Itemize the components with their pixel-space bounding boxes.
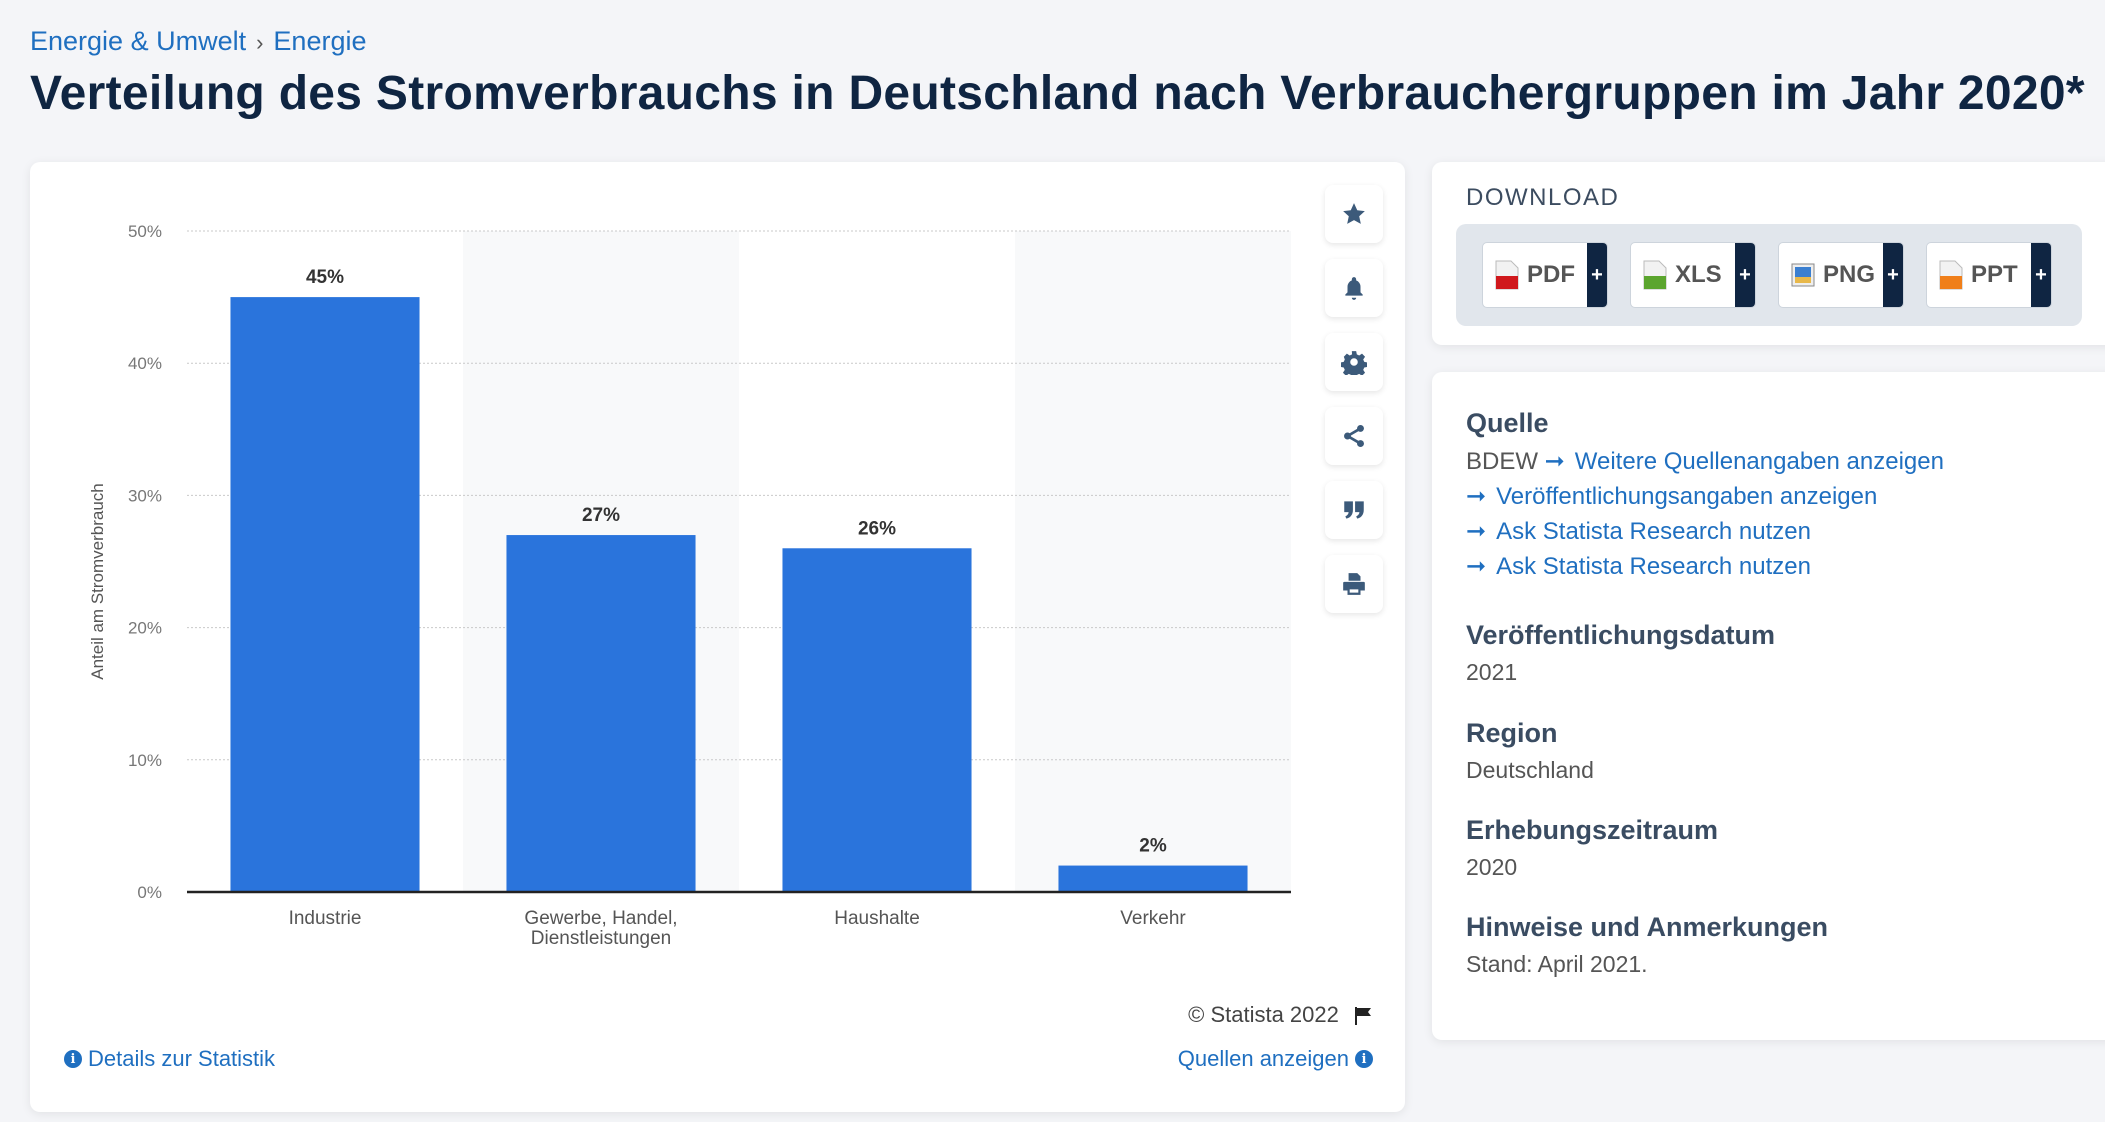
x-tick-label: Dienstleistungen	[531, 928, 671, 949]
settings-button[interactable]	[1325, 333, 1383, 391]
ppt-file-icon	[1939, 260, 1963, 290]
breadcrumb-item-energie-umwelt[interactable]: Energie & Umwelt	[30, 26, 247, 56]
arrow-right-icon: ➞	[1466, 518, 1487, 545]
arrow-right-icon: ➞	[1466, 553, 1487, 580]
copyright: © Statista 2022	[1188, 1002, 1373, 1028]
bell-icon	[1345, 277, 1363, 300]
survey-period-heading: Erhebungszeitraum	[1466, 815, 1719, 845]
flag-icon[interactable]	[1353, 1006, 1373, 1026]
png-file-icon	[1791, 263, 1815, 287]
info-icon: i	[1355, 1050, 1373, 1068]
notes-value: Stand: April 2021.	[1466, 951, 1648, 977]
y-tick-label: 10%	[128, 751, 162, 770]
source-name: BDEW	[1466, 448, 1538, 475]
arrow-right-icon: ➞	[1466, 483, 1487, 510]
region-value: Deutschland	[1466, 757, 1594, 783]
publication-date-section: Veröffentlichungsdatum 2021	[1466, 620, 1775, 686]
cite-button[interactable]	[1325, 481, 1383, 539]
download-card: DOWNLOAD PDF + XLS + PNG + PPT +	[1432, 162, 2105, 345]
x-tick-label: Gewerbe, Handel,	[524, 908, 677, 929]
gear-icon	[1341, 351, 1367, 375]
details-link[interactable]: i Details zur Statistik	[64, 1046, 275, 1072]
breadcrumb-item-energie[interactable]: Energie	[273, 26, 367, 56]
info-icon: i	[64, 1050, 82, 1068]
y-tick-label: 0%	[137, 883, 162, 902]
source-line: BDEW ➞ Weitere Quellenangaben anzeigen	[1466, 447, 1944, 476]
data-label: 2%	[1139, 836, 1167, 857]
page-title: Verteilung des Stromverbrauchs in Deutsc…	[30, 67, 2085, 120]
sources-link[interactable]: Quellen anzeigen i	[1178, 1046, 1373, 1072]
bar-3	[782, 548, 972, 892]
region-section: Region Deutschland	[1466, 718, 1594, 784]
pdf-file-icon	[1495, 260, 1519, 290]
print-button[interactable]	[1325, 555, 1383, 613]
ask-research-link[interactable]: ➞ Ask Statista Research nutzen	[1466, 518, 1811, 545]
details-link-text: Details zur Statistik	[88, 1046, 276, 1071]
survey-period-value: 2020	[1466, 854, 1518, 880]
x-tick-label: Industrie	[289, 908, 362, 929]
category-band	[1015, 231, 1291, 892]
ask-research-link[interactable]: ➞ Ask Statista Research nutzen	[1466, 553, 1811, 580]
notification-button[interactable]	[1325, 259, 1383, 317]
arrow-right-icon: ➞	[1544, 448, 1565, 475]
survey-period-section: Erhebungszeitraum 2020	[1466, 815, 1718, 881]
printer-icon	[1343, 573, 1365, 595]
region-heading: Region	[1466, 718, 1558, 748]
plus-icon: +	[1735, 243, 1755, 307]
download-png-button[interactable]: PNG +	[1778, 242, 1904, 308]
bar-2	[506, 535, 696, 892]
data-label: 27%	[582, 505, 620, 526]
sources-link-text: Quellen anzeigen	[1177, 1046, 1349, 1071]
copyright-text: © Statista 2022	[1188, 1002, 1339, 1027]
source-section: Quelle BDEW ➞ Weitere Quellenangaben anze…	[1466, 408, 1944, 581]
x-tick-label: Verkehr	[1120, 908, 1186, 929]
y-axis-label: Anteil am Stromverbrauch	[88, 483, 107, 680]
x-tick-label: Haushalte	[834, 908, 920, 929]
publication-date-value: 2021	[1466, 659, 1518, 685]
download-label: XLS	[1675, 261, 1722, 288]
xls-file-icon	[1643, 260, 1667, 290]
notes-section: Hinweise und Anmerkungen Stand: April 20…	[1466, 912, 1828, 978]
download-label: PDF	[1527, 261, 1575, 288]
download-pdf-button[interactable]: PDF +	[1482, 242, 1608, 308]
chart-card: 0% 10% 20% 30% 40% 50% 45% 27% 26% 2% Industrie G…	[30, 162, 1405, 1112]
source-heading: Quelle	[1466, 408, 1549, 438]
share-icon	[1344, 424, 1364, 448]
y-tick-label: 50%	[128, 222, 162, 241]
plus-icon: +	[1587, 243, 1607, 307]
star-icon	[1343, 203, 1365, 224]
bar-chart: 0% 10% 20% 30% 40% 50% 45% 27% 26% 2% Industrie G…	[88, 222, 1291, 949]
data-label: 45%	[306, 267, 344, 288]
download-xls-button[interactable]: XLS +	[1630, 242, 1756, 308]
download-ppt-button[interactable]: PPT +	[1926, 242, 2052, 308]
notes-heading: Hinweise und Anmerkungen	[1466, 912, 1829, 942]
share-button[interactable]	[1325, 407, 1383, 465]
y-tick-label: 40%	[128, 354, 162, 373]
bar-1	[230, 297, 420, 893]
bar-4	[1058, 865, 1248, 892]
breadcrumb-separator: ›	[256, 30, 264, 55]
download-label: PNG	[1823, 261, 1876, 288]
publication-date-heading: Veröffentlichungsdatum	[1466, 620, 1776, 650]
download-tray: PDF + XLS + PNG + PPT +	[1456, 224, 2082, 326]
favorite-button[interactable]	[1325, 185, 1383, 243]
more-source-info-link[interactable]: Weitere Quellenangaben anzeigen	[1574, 448, 1944, 475]
plus-icon: +	[2031, 243, 2051, 307]
publication-info-link[interactable]: ➞ Veröffentlichungsangaben anzeigen	[1466, 483, 1878, 510]
statistic-info-card: Quelle BDEW ➞ Weitere Quellenangaben anze…	[1432, 372, 2105, 1040]
breadcrumb: Energie & Umwelt › Energie	[30, 26, 367, 57]
quote-icon	[1344, 501, 1364, 519]
data-label: 26%	[858, 518, 896, 539]
download-title: DOWNLOAD	[1466, 184, 1620, 211]
y-tick-label: 30%	[128, 486, 162, 505]
y-tick-label: 20%	[128, 619, 162, 638]
plus-icon: +	[1883, 243, 1903, 307]
download-label: PPT	[1971, 261, 2018, 288]
